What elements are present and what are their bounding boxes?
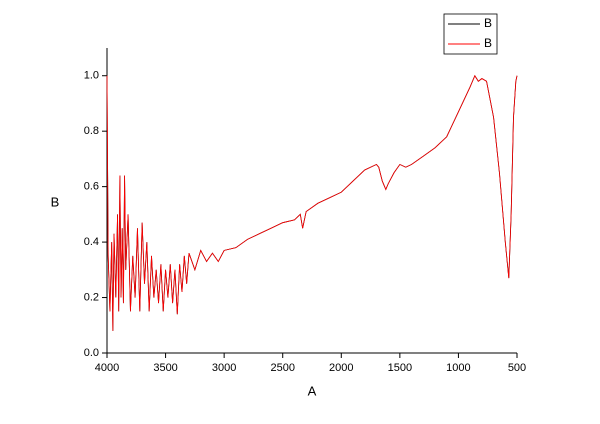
x-tick-label: 1500 [388,362,412,374]
x-tick-label: 500 [508,362,526,374]
y-tick-label: 0.4 [84,236,99,248]
x-tick-label: 4000 [95,362,119,374]
legend-label: B [484,36,492,50]
y-tick-label: 0.8 [84,125,99,137]
y-tick-label: 0.6 [84,181,99,193]
legend-label: B [484,16,492,30]
x-tick-label: 3500 [153,362,177,374]
x-tick-label: 3000 [212,362,236,374]
legend-box [443,13,498,55]
y-tick-label: 1.0 [84,70,99,82]
data-line [106,74,518,331]
y-axis-title: B [51,194,60,209]
x-axis-title: A [308,383,317,398]
x-tick-label: 2000 [329,362,353,374]
x-tick-label: 2500 [270,362,294,374]
x-tick-label: 1000 [446,362,470,374]
y-tick-label: 0.0 [84,347,99,359]
y-tick-label: 0.2 [84,291,99,303]
